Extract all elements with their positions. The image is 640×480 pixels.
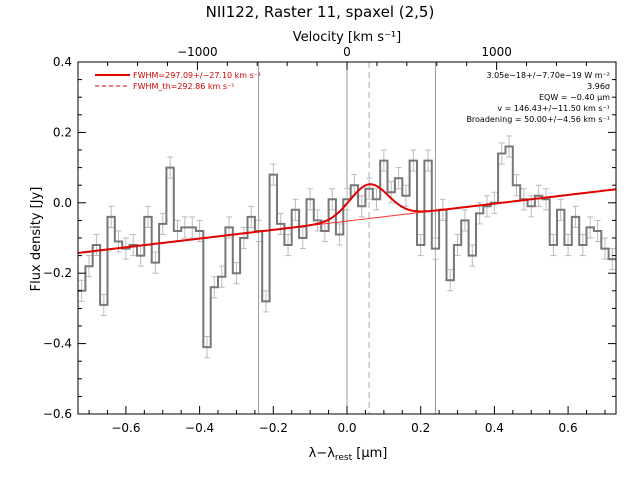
y-tick-label: −0.4 [43, 337, 72, 351]
top-tick-label: 0 [343, 45, 351, 59]
annotation-velocity: v = 146.43+/−11.50 km s⁻¹ [497, 104, 610, 113]
annotation-flux: 3.05e−18+/−7.70e−19 W m⁻² [486, 71, 610, 80]
y-tick-label: 0.4 [53, 55, 72, 69]
fit-annotations: 3.05e−18+/−7.70e−19 W m⁻² 3.96σ EQW = −0… [466, 71, 610, 124]
chart-title: NII122, Raster 11, spaxel (2,5) [206, 3, 435, 21]
top-tick-label: 1000 [481, 45, 512, 59]
y-tick-label: 0.2 [53, 125, 72, 139]
legend: FWHM=297.09+/−27.10 km s⁻¹ FWHM_th=292.8… [95, 71, 261, 91]
x-axis-label: λ−λrest [μm] [309, 446, 388, 463]
x-tick-label: −0.6 [111, 421, 140, 435]
legend-fwhm-th: FWHM_th=292.86 km s⁻¹ [133, 82, 234, 91]
x-tick-label: 0.6 [559, 421, 578, 435]
legend-fwhm: FWHM=297.09+/−27.10 km s⁻¹ [133, 71, 261, 80]
annotation-eqw: EQW = −0.40 μm [539, 93, 610, 102]
y-tick-label: 0.0 [53, 196, 72, 210]
x-tick-label: 0.2 [411, 421, 430, 435]
y-axis-label: Flux density [Jy] [29, 187, 44, 292]
y-tick-label: −0.6 [43, 407, 72, 421]
top-tick-label: −1000 [177, 45, 218, 59]
x-axis-label-sub: rest [335, 453, 353, 463]
axis-ticks [78, 61, 616, 415]
x-tick-label: −0.4 [185, 421, 214, 435]
x-axis-label-main: λ−λ [309, 446, 336, 461]
annotation-sigma: 3.96σ [587, 82, 610, 91]
x-tick-label: −0.2 [259, 421, 288, 435]
annotation-broadening: Broadening = 50.00+/−4.56 km s⁻¹ [466, 115, 610, 124]
x-axis-label-unit: [μm] [352, 446, 387, 461]
gaussian-fit-line [77, 183, 617, 254]
y-tick-label: −0.2 [43, 266, 72, 280]
top-axis-label: Velocity [km s⁻¹] [293, 30, 401, 45]
x-tick-label: 0.0 [337, 421, 356, 435]
x-tick-label: 0.4 [485, 421, 504, 435]
